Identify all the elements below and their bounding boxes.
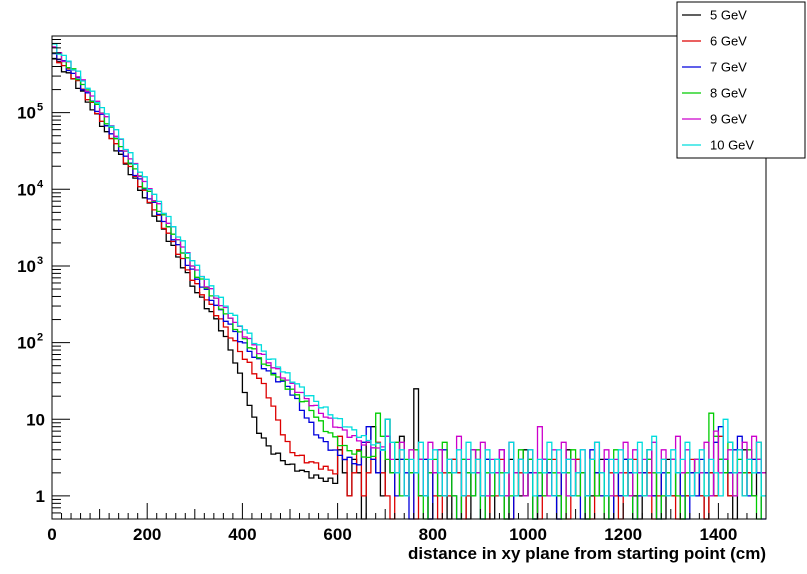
- legend-entry: 9 GeV: [682, 112, 747, 127]
- y-tick-label-exponent: 2: [37, 332, 43, 344]
- legend-label: 7 GeV: [710, 60, 747, 75]
- y-tick-label: 10: [26, 410, 45, 429]
- x-tick-label: 0: [47, 525, 56, 544]
- legend-entry: 10 GeV: [682, 138, 754, 153]
- y-tick-label: 10 2: [17, 332, 43, 353]
- x-tick-label: 200: [133, 525, 161, 544]
- legend-entry: 7 GeV: [682, 60, 747, 75]
- x-tick-label: 600: [323, 525, 351, 544]
- y-tick-label-base: 10: [17, 180, 36, 199]
- y-tick-label: 1: [36, 487, 45, 506]
- legend-entry: 5 GeV: [682, 8, 747, 23]
- y-tick-label: 10 5: [17, 102, 43, 123]
- legend-entry: 6 GeV: [682, 34, 747, 49]
- legend-label: 9 GeV: [710, 112, 747, 127]
- y-tick-label: 10 3: [17, 255, 43, 276]
- x-tick-label: 1400: [699, 525, 737, 544]
- legend-box: [676, 1, 806, 159]
- x-tick-label: 1200: [604, 525, 642, 544]
- y-tick-label-base: 10: [17, 257, 36, 276]
- x-tick-label: 1000: [509, 525, 547, 544]
- y-tick-label-exponent: 5: [37, 102, 43, 114]
- legend-entry: 8 GeV: [682, 86, 747, 101]
- y-tick-label-exponent: 3: [37, 255, 43, 267]
- x-tick-label: 400: [228, 525, 256, 544]
- series-layer: [52, 43, 766, 520]
- legend: 5 GeV 6 GeV 7 GeV 8 GeV 9 GeV 10 GeV: [676, 1, 806, 159]
- series-10-gev-line: [52, 43, 766, 497]
- y-tick-label-base: 10: [17, 104, 36, 123]
- y-tick-label: 10 4: [17, 178, 44, 199]
- x-axis-title: distance in xy plane from starting point…: [408, 544, 766, 563]
- legend-label: 5 GeV: [710, 8, 747, 23]
- y-tick-label-base: 10: [17, 334, 36, 353]
- legend-label: 8 GeV: [710, 86, 747, 101]
- x-tick-label: 800: [419, 525, 447, 544]
- legend-label: 10 GeV: [710, 138, 754, 153]
- y-tick-label-exponent: 4: [37, 178, 44, 190]
- y-tick-label-base: 1: [36, 487, 45, 506]
- x-axis: 0 200 400 600 800 1000 1200 1400: [47, 503, 767, 544]
- legend-label: 6 GeV: [710, 34, 747, 49]
- y-tick-label-base: 10: [26, 410, 45, 429]
